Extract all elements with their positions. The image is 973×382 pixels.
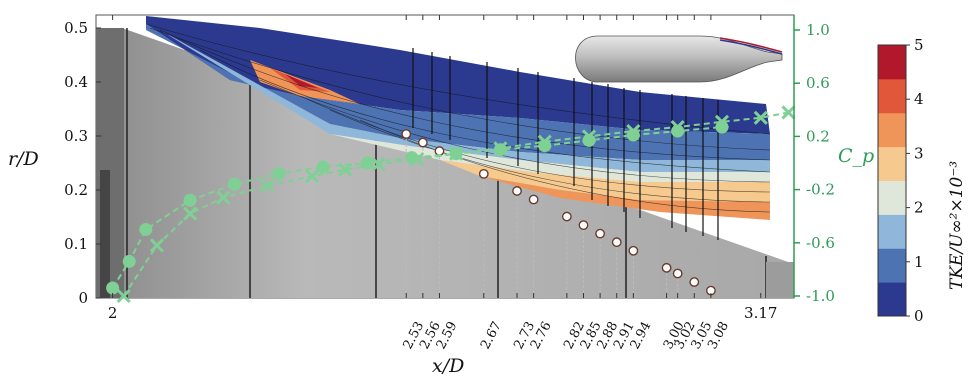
cp-point-circle: [493, 143, 507, 157]
cp-tick-label: 0.2: [806, 127, 830, 145]
cp-point-circle: [183, 193, 197, 207]
y-tick-label: 0.2: [64, 181, 88, 199]
cp-tick-label: -1.0: [806, 287, 835, 305]
cp-point-circle: [626, 128, 640, 142]
cp-point-circle: [227, 177, 241, 191]
cp-series-line: [111, 126, 723, 289]
cp-tick-label: -0.6: [806, 234, 835, 252]
x-tick-label: 2.67: [478, 319, 505, 352]
cp-point-circle: [272, 167, 286, 181]
y-tick-label: 0.3: [64, 127, 88, 145]
cp-point-circle: [449, 147, 463, 161]
colorbar-tick-label: 2: [914, 199, 924, 217]
x-tick-label: 3.17: [744, 304, 777, 322]
cp-point-circle: [106, 281, 120, 295]
station-marker: [528, 194, 539, 205]
cp-point-circle: [538, 139, 552, 153]
cp-point-cross: [371, 157, 386, 172]
station-marker: [672, 268, 683, 279]
cp-point-circle: [582, 133, 596, 147]
colorbar-segment: [878, 214, 906, 249]
cp-point-circle: [715, 120, 729, 134]
cp-point-circle: [122, 254, 136, 268]
colorbar-segment: [878, 146, 906, 181]
cp-point-cross: [338, 162, 353, 177]
station-marker: [434, 146, 445, 156]
station-marker: [478, 168, 489, 179]
y-tick-label: 0.5: [64, 19, 88, 37]
station-marker: [401, 129, 412, 139]
station-markers: [401, 129, 716, 296]
cp-point-circle: [405, 151, 419, 165]
cp-point-cross: [183, 206, 198, 221]
colorbar-segment: [878, 180, 906, 215]
y-tick-label: 0.1: [64, 235, 88, 253]
cp-point-circle: [139, 223, 153, 236]
x-axis-ticks: 22.532.562.59 2.67 2.732.76 2.822.852.882.9…: [108, 15, 777, 352]
station-marker: [611, 237, 622, 248]
colorbar-tick-label: 4: [914, 90, 924, 108]
y-tick-label: 0: [78, 289, 88, 307]
station-marker: [417, 137, 428, 148]
cp-tick-label: -0.2: [806, 181, 835, 199]
y-tick-label: 0.4: [64, 73, 88, 91]
left-axis-ticks: 0 0.1 0.2 0.3 0.4 0.5: [64, 19, 101, 307]
colorbar-tick-label: 1: [914, 253, 924, 271]
cp-point-cross: [781, 105, 796, 120]
cp-tick-label: 0.6: [806, 74, 830, 92]
tke-contours: [145, 16, 771, 240]
cp-point-circle: [316, 160, 330, 174]
station-marker: [512, 186, 522, 196]
colorbar-label: TKE/U∞²×10⁻³: [947, 161, 967, 290]
body-inset: [575, 35, 783, 83]
cp-point-cross: [116, 288, 131, 304]
colorbar-segment: [878, 78, 906, 114]
colorbar-ticks: 0 1 2 3 4 5: [906, 36, 924, 325]
colorbar-segment: [878, 282, 906, 317]
colorbar-segment: [878, 45, 906, 80]
station-marker: [578, 220, 589, 231]
station-marker: [661, 262, 672, 273]
cp-point-cross: [149, 238, 164, 253]
colorbar-tick-label: 3: [914, 144, 924, 162]
right-axis-ticks: 1.0 0.6 0.2 -0.2 -0.6 -1.0: [794, 21, 835, 305]
cp-point-cross: [304, 169, 320, 184]
colorbar-segment: [878, 112, 906, 148]
colorbar: [877, 44, 907, 317]
colorbar-frame: [877, 44, 907, 317]
cp-point-cross: [753, 110, 768, 125]
colorbar-tick-label: 0: [914, 307, 924, 325]
station-marker: [628, 245, 639, 256]
cp-point-circle: [671, 124, 685, 138]
cp-point-circle: [360, 156, 374, 170]
cp-series: [106, 105, 796, 304]
cp-point-cross: [260, 178, 275, 193]
x-axis-label: x/D: [432, 355, 464, 377]
colorbar-segment: [878, 248, 906, 283]
y-axis-label: r/D: [8, 148, 39, 170]
station-marker: [561, 211, 572, 222]
cp-tick-label: 1.0: [806, 21, 830, 39]
station-marker: [595, 228, 606, 239]
cp-point-cross: [216, 190, 231, 205]
cp-axis-label: C_p: [838, 145, 874, 167]
x-tick-label: 2: [108, 304, 118, 322]
colorbar-tick-label: 5: [914, 36, 924, 54]
station-marker: [689, 277, 700, 287]
